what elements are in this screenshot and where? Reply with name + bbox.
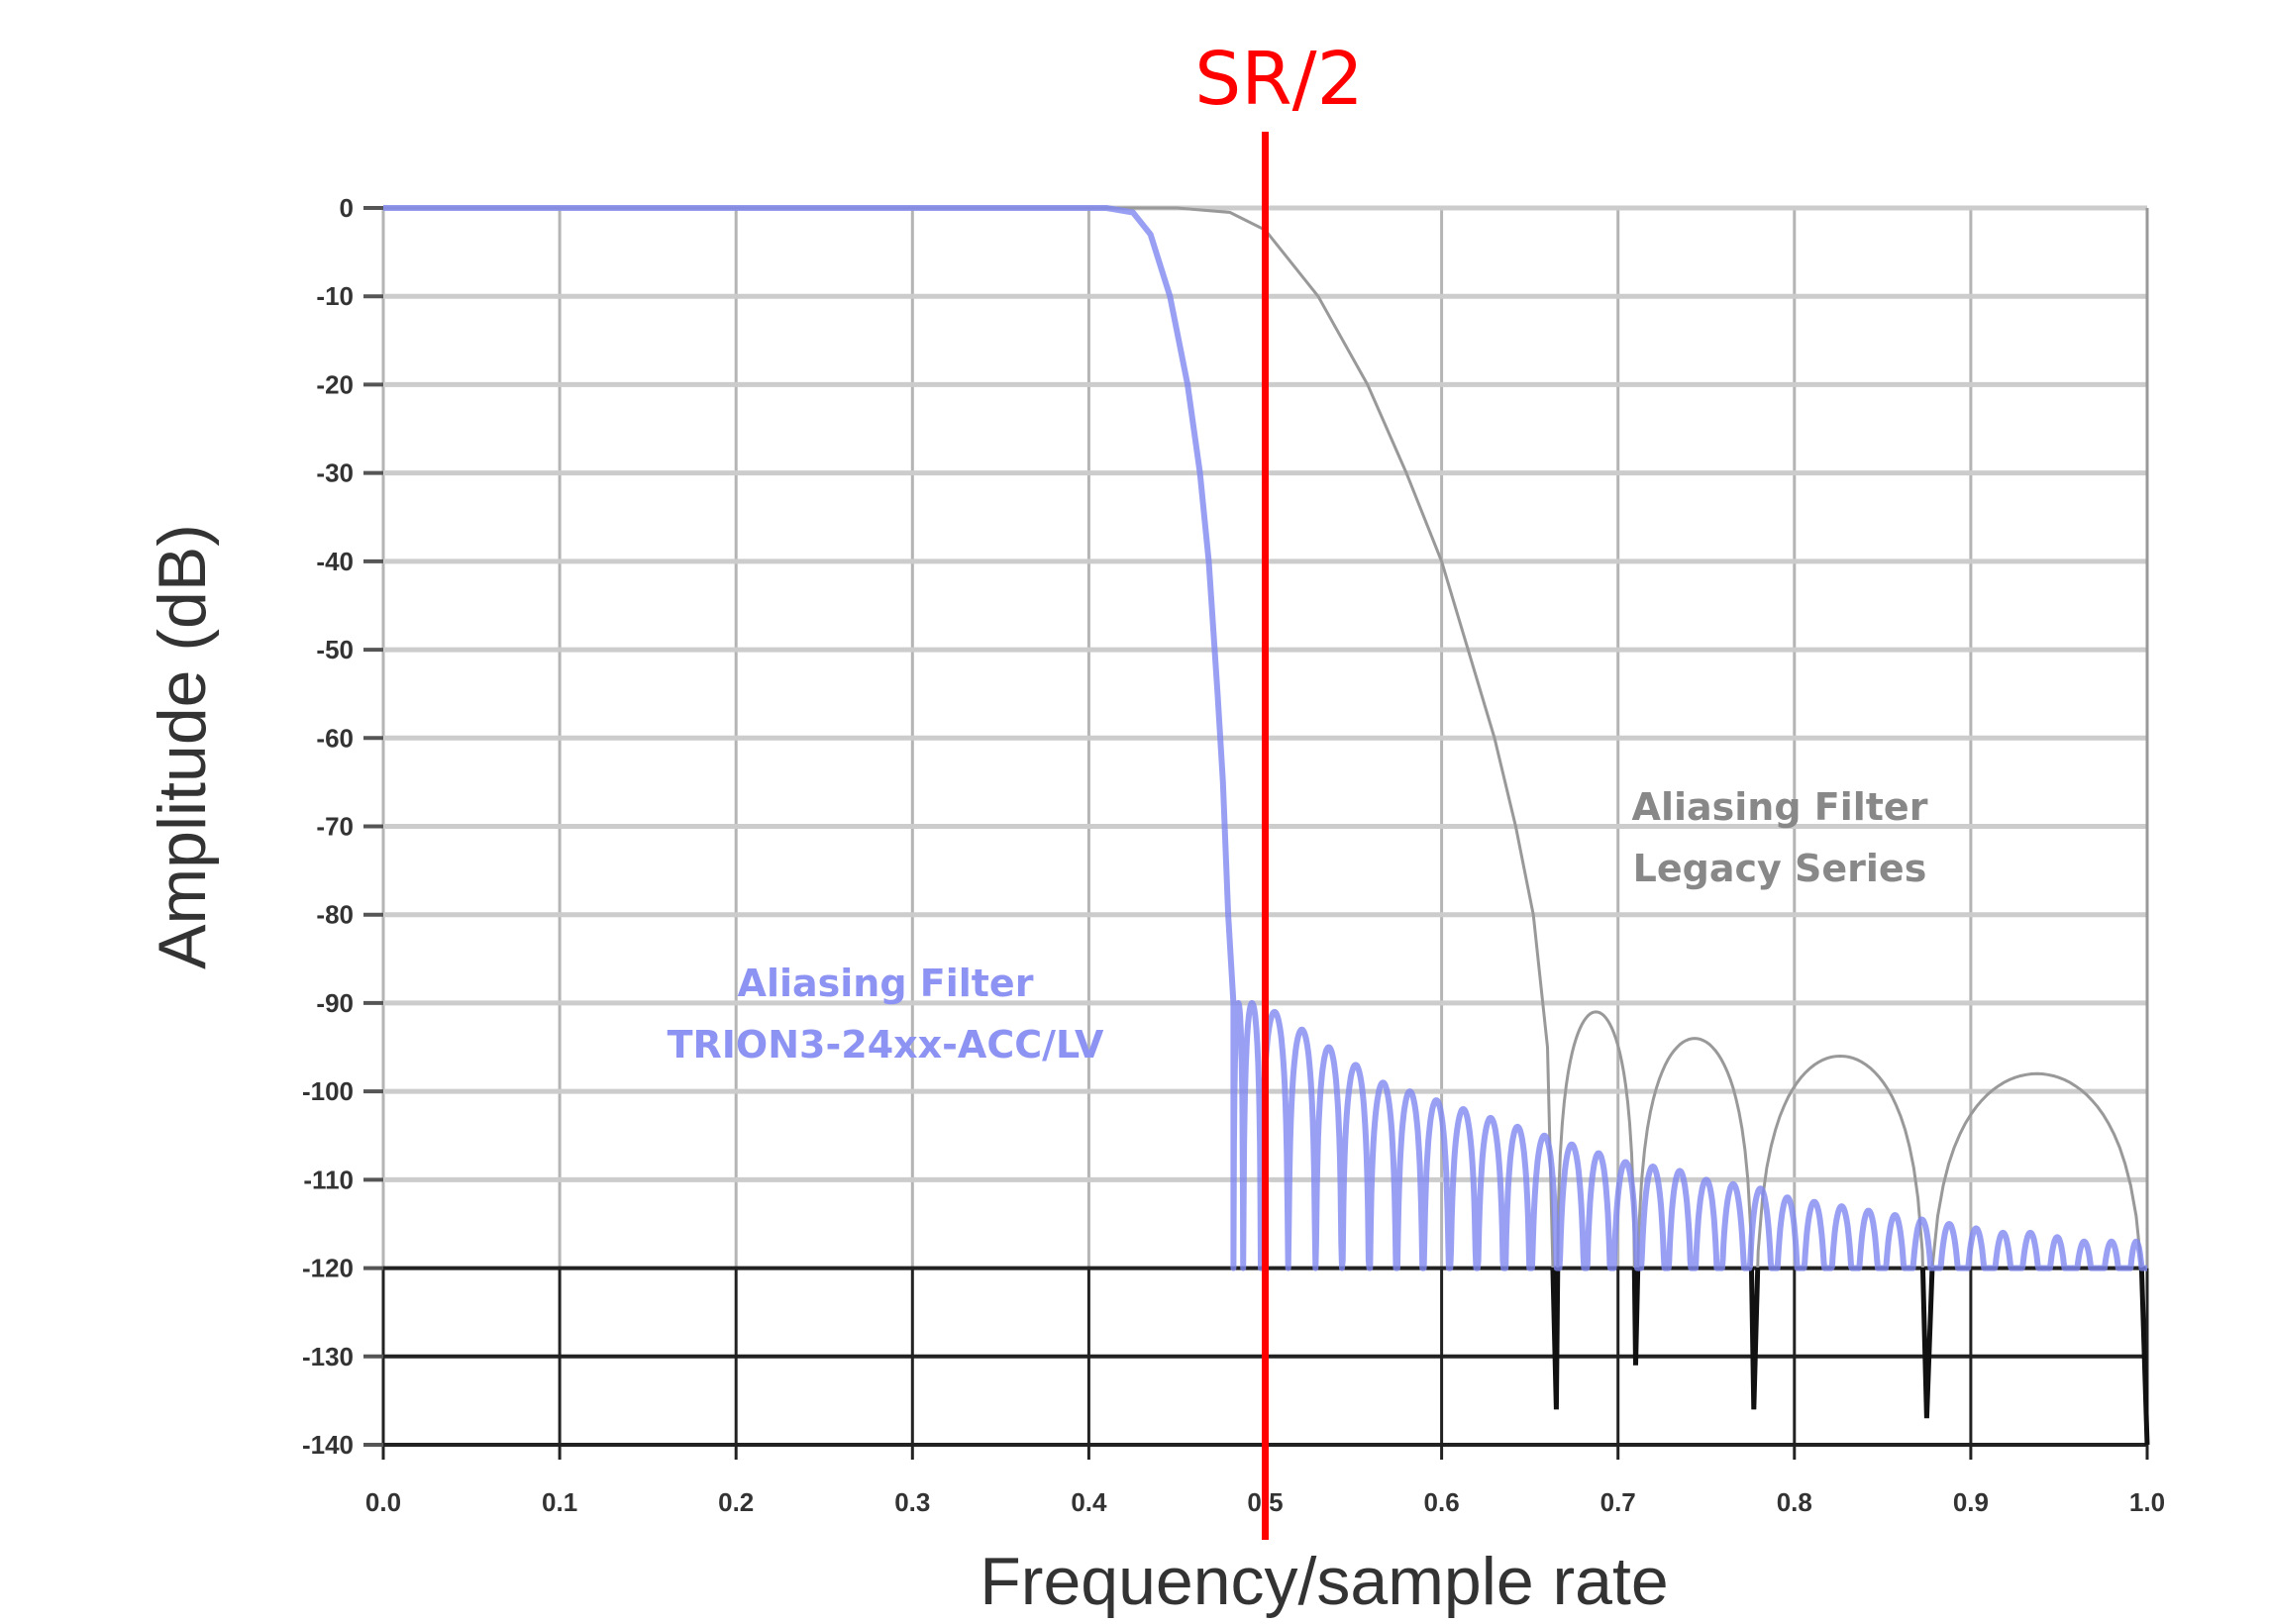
x-tick-label: 0.3 — [894, 1487, 930, 1517]
y-tick-label: -90 — [316, 988, 354, 1018]
x-axis-label: Frequency/sample rate — [980, 1544, 1668, 1619]
y-tick-label: -100 — [302, 1076, 354, 1106]
annotation-trion-line2: TRION3-24xx-ACC/LV — [668, 1023, 1104, 1066]
y-tick-label: -140 — [302, 1430, 354, 1460]
x-tick-label: 0.1 — [542, 1487, 577, 1517]
sr-half-label: SR/2 — [1194, 37, 1363, 122]
x-tick-label: 1.0 — [2129, 1487, 2165, 1517]
x-tick-label: 0.6 — [1424, 1487, 1460, 1517]
y-tick-label: -50 — [316, 635, 354, 664]
y-tick-label: -20 — [316, 369, 354, 399]
x-tick-label: 0.0 — [365, 1487, 401, 1517]
annotation-legacy-line1: Aliasing Filter — [1632, 785, 1928, 829]
y-tick-label: -110 — [303, 1165, 354, 1194]
y-tick-label: -80 — [316, 900, 354, 930]
y-tick-label: -120 — [302, 1254, 354, 1283]
y-tick-label: -10 — [316, 281, 354, 311]
y-tick-label: -130 — [302, 1342, 354, 1371]
y-tick-label: -70 — [316, 812, 354, 842]
y-tick-label: -30 — [316, 458, 354, 488]
x-tick-label: 0.2 — [718, 1487, 754, 1517]
annotation-trion-line1: Aliasing Filter — [738, 962, 1034, 1005]
x-tick-label: 0.8 — [1777, 1487, 1812, 1517]
x-tick-label: 0.7 — [1600, 1487, 1636, 1517]
legacy-series-line — [383, 206, 2144, 1277]
trion-series-line — [383, 205, 2150, 1271]
curves — [383, 205, 2150, 1446]
x-tick-label: 0.4 — [1071, 1487, 1107, 1517]
tick-labels: 0.00.10.20.30.40.50.60.70.80.91.00-10-20… — [302, 193, 2165, 1517]
y-tick-label: -40 — [316, 547, 354, 576]
annotation-legacy-line2: Legacy Series — [1633, 847, 1927, 890]
y-tick-label: -60 — [316, 723, 354, 753]
grid — [363, 205, 2149, 1460]
y-tick-label: 0 — [340, 193, 354, 223]
x-tick-label: 0.9 — [1953, 1487, 1989, 1517]
y-axis-label: Amplitude (dB) — [145, 524, 220, 969]
